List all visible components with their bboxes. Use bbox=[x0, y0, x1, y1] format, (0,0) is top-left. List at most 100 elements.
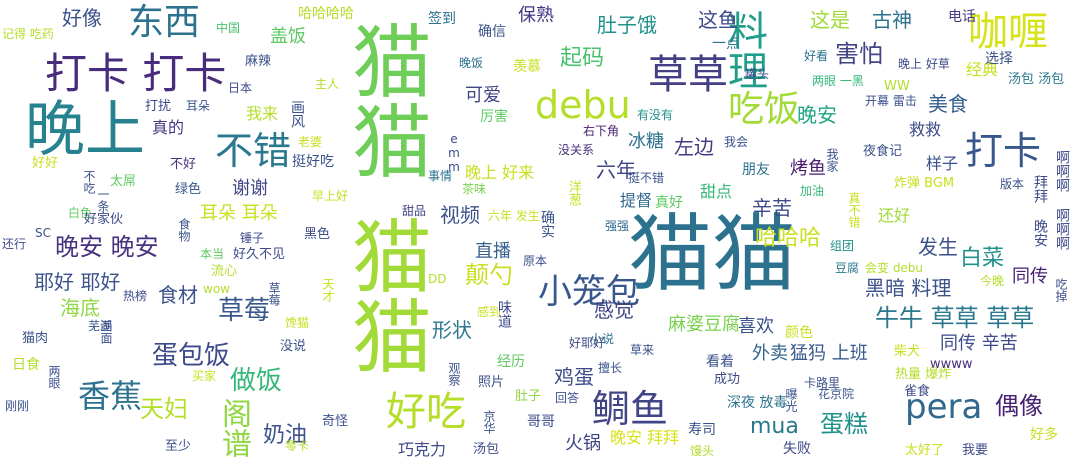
word: 料理 bbox=[721, 10, 767, 90]
word: 一点 bbox=[712, 36, 740, 52]
word: SC bbox=[35, 226, 51, 240]
word: 回答 bbox=[555, 391, 580, 405]
word: 中国 bbox=[216, 21, 241, 35]
word: 谢谢 bbox=[232, 178, 268, 199]
word: 吃掉 bbox=[1054, 278, 1068, 302]
word: 汤包 汤包 bbox=[1008, 72, 1065, 87]
word: 电话 bbox=[948, 9, 976, 25]
word: 左边 bbox=[674, 135, 714, 159]
word: 麻辣 bbox=[245, 54, 272, 69]
word: 晚安 晚安 bbox=[55, 233, 159, 261]
word: WW bbox=[884, 79, 910, 94]
word: 零卡 bbox=[285, 439, 310, 453]
word: 六年 发生 bbox=[488, 209, 540, 223]
word: 雀食 bbox=[904, 384, 931, 399]
word: 鲷鱼 bbox=[592, 387, 669, 431]
word: 没说 bbox=[280, 339, 307, 354]
word: 一条 bbox=[96, 188, 110, 212]
word: 奇怪 bbox=[322, 414, 349, 429]
word: 强强 bbox=[605, 219, 630, 233]
word: 白菜 bbox=[960, 246, 1005, 271]
word: 火锅 bbox=[565, 433, 601, 454]
word: 食物 bbox=[177, 218, 191, 242]
word: 豆腐 bbox=[835, 261, 860, 275]
word: 同传 辛苦 bbox=[940, 333, 1018, 354]
word: 喜欢 bbox=[738, 316, 774, 337]
word: 京华 bbox=[482, 410, 496, 434]
word: 味道 bbox=[496, 300, 512, 328]
word: 直播 bbox=[475, 241, 511, 262]
word: 不吃 bbox=[82, 170, 96, 194]
word: 羡慕 bbox=[513, 59, 541, 75]
word: 至少 bbox=[165, 439, 192, 454]
word: 太好了 bbox=[905, 443, 945, 458]
word: 吃饭 bbox=[728, 89, 801, 130]
word: 还好 bbox=[878, 206, 911, 225]
word: 不好 bbox=[170, 157, 197, 172]
word: 同传 bbox=[1012, 266, 1048, 287]
word: 食材 bbox=[158, 283, 198, 307]
word: 晚饭 bbox=[459, 56, 484, 70]
word: 形状 bbox=[432, 318, 472, 342]
word: 观察 bbox=[447, 362, 461, 386]
word: 猛犸 上班 bbox=[790, 343, 868, 364]
word: 真的 bbox=[152, 118, 185, 137]
word: 草草 bbox=[648, 52, 728, 98]
word: 香蕉 bbox=[78, 377, 143, 415]
word: 打卡 bbox=[965, 129, 1042, 173]
word: 经典 bbox=[966, 60, 999, 79]
word: 阁谱 bbox=[216, 398, 251, 458]
word: 两眼 一黑 bbox=[812, 74, 864, 88]
word: 右下角 bbox=[583, 124, 620, 138]
word: 晚上 好草 bbox=[898, 57, 950, 71]
word: 馋猫 bbox=[285, 316, 310, 330]
word: 早上好 bbox=[312, 189, 349, 203]
word: 打扰 bbox=[145, 99, 172, 114]
word: 主人 bbox=[315, 77, 340, 91]
word: 晚安 bbox=[797, 103, 837, 127]
word: 成功 bbox=[714, 372, 741, 387]
word: 本当 bbox=[200, 247, 225, 261]
word: 海底 bbox=[60, 296, 100, 320]
word: 黑暗 料理 bbox=[865, 276, 952, 300]
word: 古神 bbox=[872, 8, 912, 32]
word: 馒头 bbox=[690, 444, 715, 458]
word: 天才 bbox=[321, 278, 335, 302]
word: 感觉 bbox=[594, 298, 634, 322]
word: 原本 bbox=[523, 254, 548, 268]
word: 冰糖 bbox=[628, 131, 664, 152]
word: 锤子 bbox=[240, 231, 265, 245]
word: 猫猫 bbox=[339, 20, 432, 180]
word: 猫肉 bbox=[22, 331, 49, 346]
word: 这鱼 bbox=[698, 8, 738, 32]
word: 选择 bbox=[985, 51, 1013, 67]
word: 不错 bbox=[215, 129, 292, 173]
word: 画面 bbox=[99, 320, 113, 344]
word: 白色 bbox=[68, 206, 93, 220]
word: 我家 bbox=[825, 148, 839, 172]
word: 日本 bbox=[228, 81, 253, 95]
word: 肚子饿 bbox=[597, 13, 657, 37]
word: 样子 bbox=[926, 154, 959, 173]
word: 曝光 bbox=[784, 388, 798, 412]
word: 照片 bbox=[478, 375, 505, 390]
word: 猫猫 bbox=[339, 215, 432, 375]
word: 买家 bbox=[192, 369, 217, 383]
word: 我要 bbox=[962, 443, 989, 458]
word: 东西 bbox=[128, 2, 201, 43]
word: 没关系 bbox=[558, 143, 595, 157]
word: 加油 bbox=[800, 184, 825, 198]
word: 蛋包饭 bbox=[152, 341, 231, 371]
word: 经历 bbox=[497, 354, 525, 370]
word: 牛牛 草草 草草 bbox=[875, 304, 1035, 332]
word: 草莓 bbox=[267, 282, 281, 306]
word: 耶好 耶好 bbox=[34, 270, 121, 294]
word: 好久不见 bbox=[233, 247, 286, 262]
word: 颠勺 bbox=[465, 261, 513, 289]
word: 擅长 bbox=[598, 361, 623, 375]
word: 挺好吃 bbox=[292, 154, 334, 170]
word: 会变 debu bbox=[865, 261, 924, 275]
word: 奶油 bbox=[263, 423, 308, 448]
word: 麻婆豆腐 bbox=[668, 314, 740, 335]
word: 提督 bbox=[620, 191, 653, 210]
